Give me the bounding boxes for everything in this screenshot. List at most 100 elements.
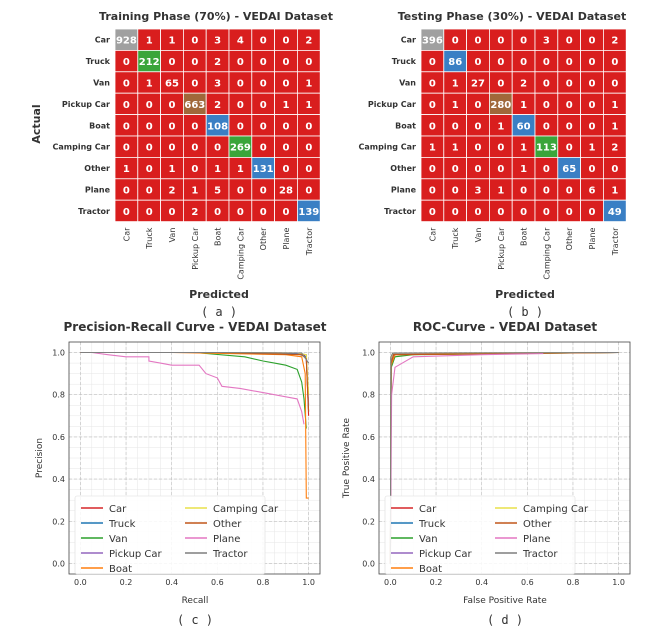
cm-a-cell-value: 1 [305, 100, 312, 111]
cm-b-cell-value: 1 [452, 79, 459, 90]
cm-b-cell-value: 0 [566, 36, 573, 47]
cm-b-cell [603, 199, 627, 222]
cm-a-cell-value: 0 [283, 164, 290, 175]
cm-a-cell-value: 0 [237, 57, 244, 68]
cm-a-cell-value: 0 [305, 186, 312, 197]
cm-b-cell-value: 1 [611, 100, 618, 111]
caption-c: ( c ) [177, 613, 213, 627]
series-plane-line [80, 351, 305, 425]
cm-a-cell-value: 1 [146, 79, 153, 90]
y-tick-label: 0.8 [362, 391, 375, 400]
cm-a-cell-value: 0 [169, 57, 176, 68]
cm-b-cell-value: 0 [566, 207, 573, 218]
cm-a-cell-value: 0 [169, 207, 176, 218]
cm-a-col-label: Van [168, 228, 177, 243]
cm-a-cell-value: 0 [214, 143, 221, 154]
cm-a-cell-value: 2 [169, 186, 176, 197]
cm-b-cell-value: 0 [520, 57, 527, 68]
legend-label-other: Other [213, 519, 242, 530]
cm-a-cell-value: 0 [146, 186, 153, 197]
cm-a-cell-value: 0 [260, 100, 267, 111]
cm-a-cell-value: 0 [191, 79, 198, 90]
cm-b-cell-value: 1 [520, 143, 527, 154]
cm-a-cell-value: 269 [230, 143, 251, 154]
cm-a-cell-value: 2 [305, 36, 312, 47]
legend-label-van: Van [419, 534, 438, 545]
cm-b-cell-value: 2 [611, 143, 618, 154]
cm-b-cell-value: 0 [589, 207, 596, 218]
cm-b-cell-value: 0 [429, 186, 436, 197]
cm-b-col-label: Boat [520, 228, 529, 246]
cm-a-cell-value: 0 [237, 121, 244, 132]
cm-a-cell-value: 0 [123, 186, 130, 197]
caption-b: ( b ) [507, 305, 543, 319]
cm-b-cell-value: 0 [566, 186, 573, 197]
legend-box [384, 495, 576, 575]
legend-label-plane: Plane [213, 534, 240, 545]
y-tick-label: 0.6 [362, 433, 375, 442]
y-tick-label: 0.4 [362, 475, 375, 484]
cm-a-cell-value: 0 [191, 143, 198, 154]
cm-b-cell-value: 49 [608, 207, 622, 218]
cm-a-cell-value: 0 [123, 79, 130, 90]
cm-a-cell-value: 139 [298, 207, 319, 218]
x-tick-label: 1.0 [612, 578, 625, 587]
cm-b-cell-value: 1 [611, 121, 618, 132]
cm-a-cell-value: 0 [260, 57, 267, 68]
x-tick-label: 0.2 [120, 578, 133, 587]
cm-a-cell-value: 0 [214, 207, 221, 218]
cm-a-cell-value: 0 [283, 207, 290, 218]
cm-b-cell-value: 0 [566, 143, 573, 154]
x-tick-label: 0.8 [567, 578, 580, 587]
cm-a-cell-value: 5 [214, 186, 221, 197]
cm-b-cell-value: 0 [452, 36, 459, 47]
legend-label-truck: Truck [418, 519, 446, 530]
cm-a-cell-value: 0 [123, 207, 130, 218]
cm-a-row-label: Car [95, 36, 110, 45]
cm-a-col-label: Car [122, 227, 131, 241]
legend: Car Truck Van Pickup Car Boat Camping Car Othe… [74, 495, 279, 575]
cm-b-row-label: Other [390, 164, 416, 173]
caption-a: ( a ) [201, 305, 237, 319]
cm-a-ylabel: Actual [30, 104, 43, 143]
cm-b-cell-value: 0 [589, 57, 596, 68]
cm-b-row-label: Camping Car [359, 143, 417, 152]
cm-b-cell-value: 1 [497, 186, 504, 197]
cm-b-cell-value: 1 [452, 100, 459, 111]
cm-b-cell-value: 0 [589, 121, 596, 132]
x-tick-label: 0.0 [384, 578, 397, 587]
cm-a-cell-value: 0 [191, 121, 198, 132]
x-tick-label: 0.6 [521, 578, 534, 587]
cm-a-cell-value: 0 [260, 186, 267, 197]
cm-b-cell-value: 0 [497, 207, 504, 218]
y-tick-label: 0.0 [52, 559, 65, 568]
legend-label-tractor: Tractor [522, 549, 558, 560]
x-tick-label: 0.4 [475, 578, 488, 587]
cm-a-cell-value: 0 [260, 143, 267, 154]
series-van-line [80, 351, 307, 429]
cm-a-cell-value: 1 [123, 164, 130, 175]
cm-a-cell-value: 65 [165, 79, 179, 90]
legend: Car Truck Van Pickup Car Boat Camping Car Othe… [384, 495, 589, 575]
cm-a-col-label: Tractor [305, 227, 314, 256]
cm-b-cell-value: 0 [611, 164, 618, 175]
cm-b-col-label: Car [428, 227, 437, 241]
y-tick-label: 0.0 [362, 559, 375, 568]
cm-a-cell-value: 0 [237, 186, 244, 197]
pr-ylabel: Precision [35, 438, 45, 478]
series-tractor-line [389, 351, 619, 564]
legend-label-other: Other [523, 519, 552, 530]
cm-b-cell-value: 0 [543, 121, 550, 132]
cm-a-col-label: Camping Car [236, 227, 245, 280]
cm-b-xlabel: Predicted [495, 288, 555, 301]
cm-b-cell-value: 65 [562, 164, 576, 175]
cm-b-row-label: Car [401, 36, 416, 45]
y-tick-label: 0.2 [362, 517, 375, 526]
legend-label-truck: Truck [108, 519, 136, 530]
cm-b-cell-value: 0 [543, 100, 550, 111]
cm-b-cell-value: 0 [589, 100, 596, 111]
cm-a-cell-value: 0 [305, 57, 312, 68]
cm-b-col-label: Plane [588, 228, 597, 250]
cm-a-cell-value: 0 [283, 121, 290, 132]
cm-b-row-label: Plane [391, 186, 417, 195]
